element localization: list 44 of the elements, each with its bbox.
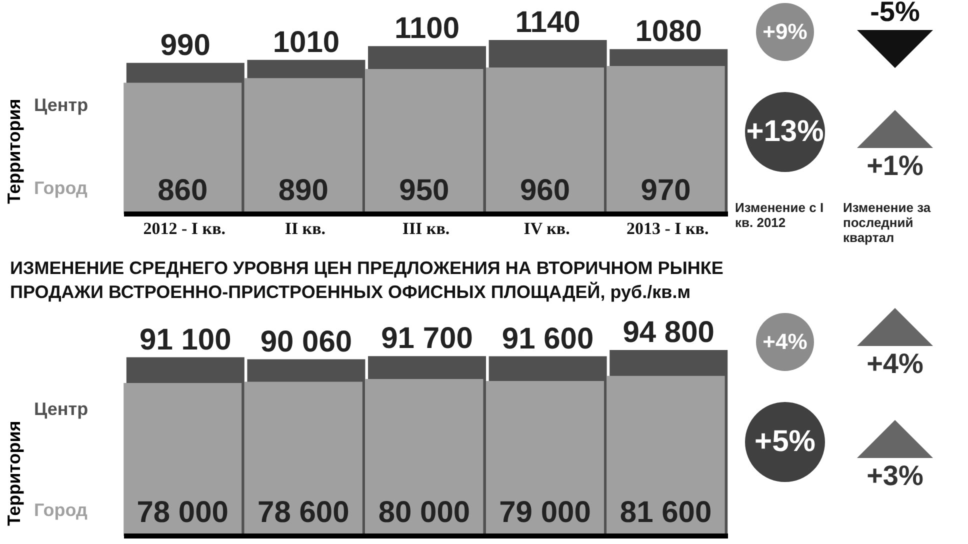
x-tick-label: III кв. xyxy=(402,219,450,238)
data-label: 890 xyxy=(278,174,328,207)
data-label: 1080 xyxy=(635,15,702,48)
data-label: 94 800 xyxy=(622,316,714,349)
x-tick-label: 2012 - I кв. xyxy=(143,219,226,238)
data-label: 78 000 xyxy=(136,496,228,529)
data-label: 91 100 xyxy=(140,323,232,356)
text: Город xyxy=(34,500,88,521)
chart-title: ИЗМЕНЕНИЕ СРЕДНЕГО УРОВНЯ ЦЕН ПРЕДЛОЖЕНИЯ НА ВТОРИЧНОМ РЫНКЕ ПРОДАЖИ ВСТРОЕННО-ПРИСТРОЕННЫХ ОФИСНЫХ ПЛОЩАДЕЙ, руб./кв.м xyxy=(10,257,724,304)
data-label: 1010 xyxy=(272,26,340,59)
data-label: 79 000 xyxy=(499,496,591,529)
data-label: 950 xyxy=(399,174,450,207)
circle-icon: +4% xyxy=(756,313,814,371)
data-label: 90 060 xyxy=(260,325,352,358)
x-tick-label: II кв. xyxy=(284,219,326,238)
circle-icon: +9% xyxy=(756,3,814,61)
data-label: 80 000 xyxy=(378,496,470,529)
circle-icon: +5% xyxy=(745,402,825,482)
text: Центр xyxy=(34,95,88,116)
text: +1% xyxy=(866,150,924,182)
data-label: 91 700 xyxy=(381,322,473,356)
text: Центр xyxy=(34,398,88,420)
data-label: 960 xyxy=(520,174,570,207)
text: Город xyxy=(34,178,88,199)
bar xyxy=(124,82,242,214)
text: +3% xyxy=(866,460,924,492)
text: Изменение за последний квартал xyxy=(843,200,932,245)
data-label: 1140 xyxy=(515,6,580,39)
y-axis-title: Территория xyxy=(4,98,25,204)
bar xyxy=(124,382,242,536)
data-label: 990 xyxy=(160,28,210,62)
data-label: 970 xyxy=(640,174,691,207)
data-label: 78 600 xyxy=(258,496,350,529)
circle-icon: +13% xyxy=(745,92,825,172)
data-label: 81 600 xyxy=(620,496,712,529)
text: -5% xyxy=(869,0,921,28)
data-label: 860 xyxy=(158,174,208,207)
x-tick-label: IV кв. xyxy=(524,219,570,238)
data-label: 1100 xyxy=(394,12,460,46)
text: +4% xyxy=(866,348,924,380)
data-label: 91 600 xyxy=(502,322,594,356)
text: Изменение с I кв. 2012 xyxy=(735,200,825,230)
x-tick-label: 2013 - I кв. xyxy=(626,219,709,238)
y-axis-title: Территория xyxy=(4,420,25,526)
